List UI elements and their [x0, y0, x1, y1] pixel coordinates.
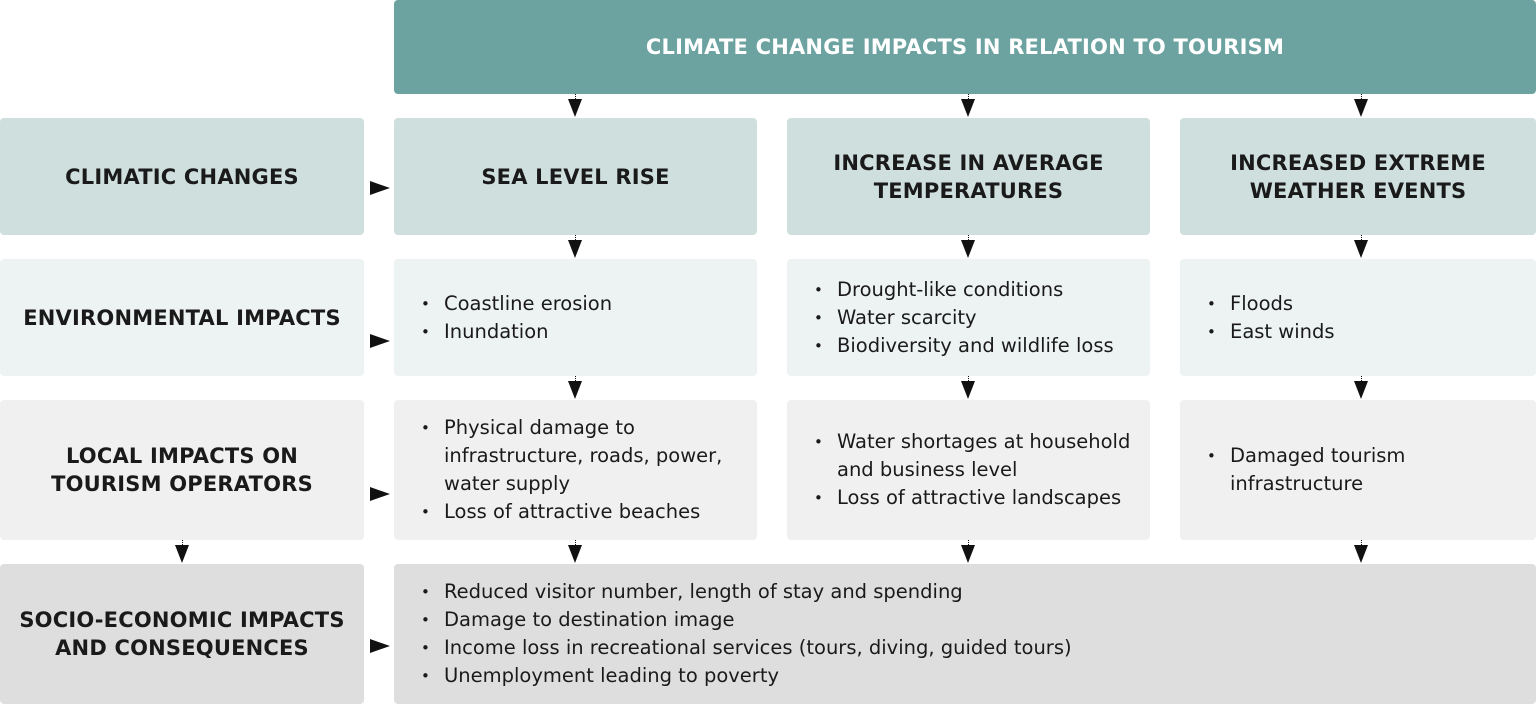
- climatic-extreme-weather-text: INCREASED EXTREME WEATHER EVENTS: [1230, 150, 1486, 203]
- arrow-down-icon: [961, 235, 975, 258]
- climatic-sea-level-rise-text: SEA LEVEL RISE: [481, 164, 670, 189]
- local-average-temperatures: Water shortages at household and busines…: [787, 400, 1150, 540]
- local-average-temperatures-list: Water shortages at household and busines…: [811, 428, 1138, 512]
- socio-economic-consequences: Reduced visitor number, length of stay a…: [394, 564, 1536, 704]
- environmental-extreme-weather-list: Floods East winds: [1204, 290, 1335, 346]
- arrow-down-icon: [568, 376, 582, 399]
- list-item: Coastline erosion: [418, 290, 612, 318]
- diagram-title-text: CLIMATE CHANGE IMPACTS IN RELATION TO TO…: [645, 35, 1285, 59]
- list-item: Damage to destination image: [418, 606, 1072, 634]
- row-label-climatic-changes-text: CLIMATIC CHANGES: [65, 164, 299, 189]
- arrow-down-icon: [961, 376, 975, 399]
- list-item: Loss of attractive beaches: [418, 498, 738, 526]
- arrow-down-icon: [1354, 540, 1368, 563]
- list-item: Loss of attractive landscapes: [811, 484, 1138, 512]
- arrow-down-icon: [1354, 94, 1368, 117]
- arrow-down-icon: [1354, 376, 1368, 399]
- environmental-average-temperatures-list: Drought-like conditions Water scarcity B…: [811, 276, 1114, 360]
- list-item: Physical damage to infrastructure, roads…: [418, 414, 738, 498]
- row-label-environmental-impacts: ENVIRONMENTAL IMPACTS: [0, 259, 364, 376]
- list-item: Damaged tourism infrastructure: [1204, 442, 1424, 498]
- arrow-down-icon: [568, 94, 582, 117]
- row-label-local-impacts-text: LOCAL IMPACTS ON TOURISM OPERATORS: [51, 444, 313, 496]
- diagram-title: CLIMATE CHANGE IMPACTS IN RELATION TO TO…: [394, 0, 1536, 94]
- row-label-local-impacts: LOCAL IMPACTS ON TOURISM OPERATORS: [0, 400, 364, 540]
- socio-economic-consequences-list: Reduced visitor number, length of stay a…: [418, 578, 1072, 690]
- local-sea-level-rise-list: Physical damage to infrastructure, roads…: [418, 414, 738, 526]
- row-label-socio-economic-text: SOCIO-ECONOMIC IMPACTS AND CONSEQUENCES: [19, 608, 345, 660]
- environmental-average-temperatures: Drought-like conditions Water scarcity B…: [787, 259, 1150, 376]
- environmental-extreme-weather: Floods East winds: [1180, 259, 1536, 376]
- row-label-climatic-changes: CLIMATIC CHANGES: [0, 118, 364, 235]
- arrow-right-icon: [370, 181, 390, 195]
- list-item: Income loss in recreational services (to…: [418, 634, 1072, 662]
- list-item: Drought-like conditions: [811, 276, 1114, 304]
- list-item: Biodiversity and wildlife loss: [811, 332, 1114, 360]
- list-item: East winds: [1204, 318, 1335, 346]
- list-item: Reduced visitor number, length of stay a…: [418, 578, 1072, 606]
- local-extreme-weather: Damaged tourism infrastructure: [1180, 400, 1536, 540]
- climatic-average-temperatures-text: INCREASE IN AVERAGE TEMPERATURES: [833, 150, 1104, 203]
- arrow-down-icon: [961, 540, 975, 563]
- list-item: Floods: [1204, 290, 1335, 318]
- list-item: Water shortages at household and busines…: [811, 428, 1138, 484]
- list-item: Unemployment leading to poverty: [418, 662, 1072, 690]
- arrow-down-icon: [175, 540, 189, 563]
- list-item: Inundation: [418, 318, 612, 346]
- climatic-extreme-weather: INCREASED EXTREME WEATHER EVENTS: [1180, 118, 1536, 235]
- row-label-socio-economic: SOCIO-ECONOMIC IMPACTS AND CONSEQUENCES: [0, 564, 364, 704]
- row-label-environmental-impacts-text: ENVIRONMENTAL IMPACTS: [23, 305, 341, 330]
- local-sea-level-rise: Physical damage to infrastructure, roads…: [394, 400, 757, 540]
- list-item: Water scarcity: [811, 304, 1114, 332]
- arrow-right-icon: [370, 334, 390, 348]
- arrow-right-icon: [370, 487, 390, 501]
- arrow-down-icon: [1354, 235, 1368, 258]
- arrow-down-icon: [961, 94, 975, 117]
- arrow-down-icon: [568, 235, 582, 258]
- environmental-sea-level-rise: Coastline erosion Inundation: [394, 259, 757, 376]
- climatic-average-temperatures: INCREASE IN AVERAGE TEMPERATURES: [787, 118, 1150, 235]
- arrow-right-icon: [370, 639, 390, 653]
- climatic-sea-level-rise: SEA LEVEL RISE: [394, 118, 757, 235]
- arrow-down-icon: [568, 540, 582, 563]
- local-extreme-weather-list: Damaged tourism infrastructure: [1204, 442, 1424, 498]
- environmental-sea-level-rise-list: Coastline erosion Inundation: [418, 290, 612, 346]
